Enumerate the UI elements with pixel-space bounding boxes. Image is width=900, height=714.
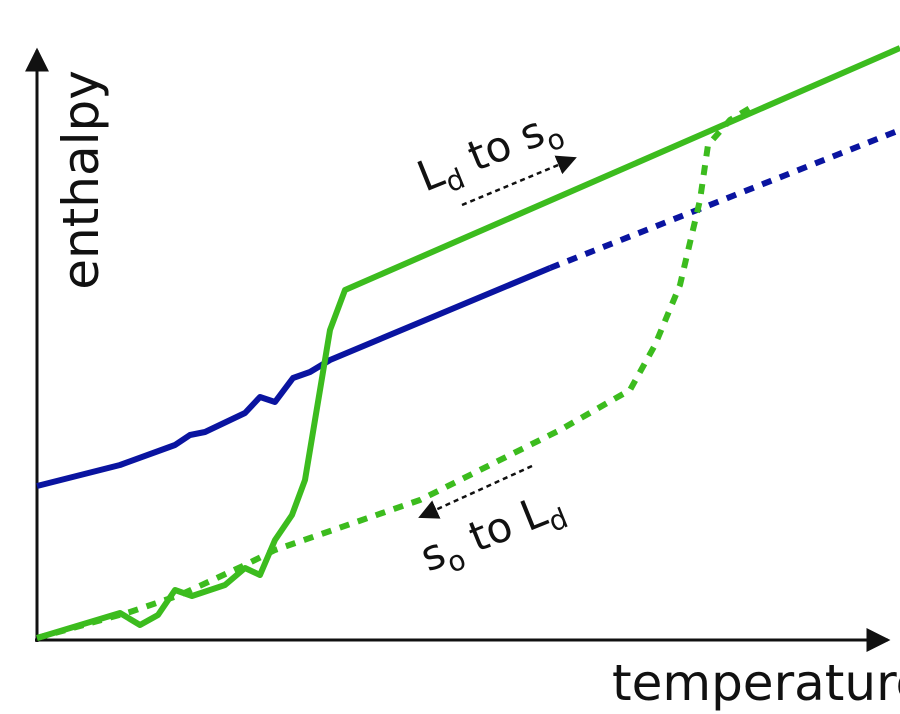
annotation-arrow xyxy=(461,155,577,207)
blue-curve-dotted xyxy=(548,127,900,271)
green-curve-dotted xyxy=(36,105,752,641)
annotation: so to Ld xyxy=(413,480,572,588)
y-axis-label: enthalpy xyxy=(52,70,110,290)
annotation-text: to s xyxy=(449,106,551,185)
annotation: Ld to so xyxy=(410,100,569,208)
annotation-arrow xyxy=(418,464,533,519)
annotation-text: to L xyxy=(450,486,554,566)
x-axis-label: temperature xyxy=(612,654,900,712)
green-curve xyxy=(36,45,900,641)
blue-curve xyxy=(36,265,552,489)
